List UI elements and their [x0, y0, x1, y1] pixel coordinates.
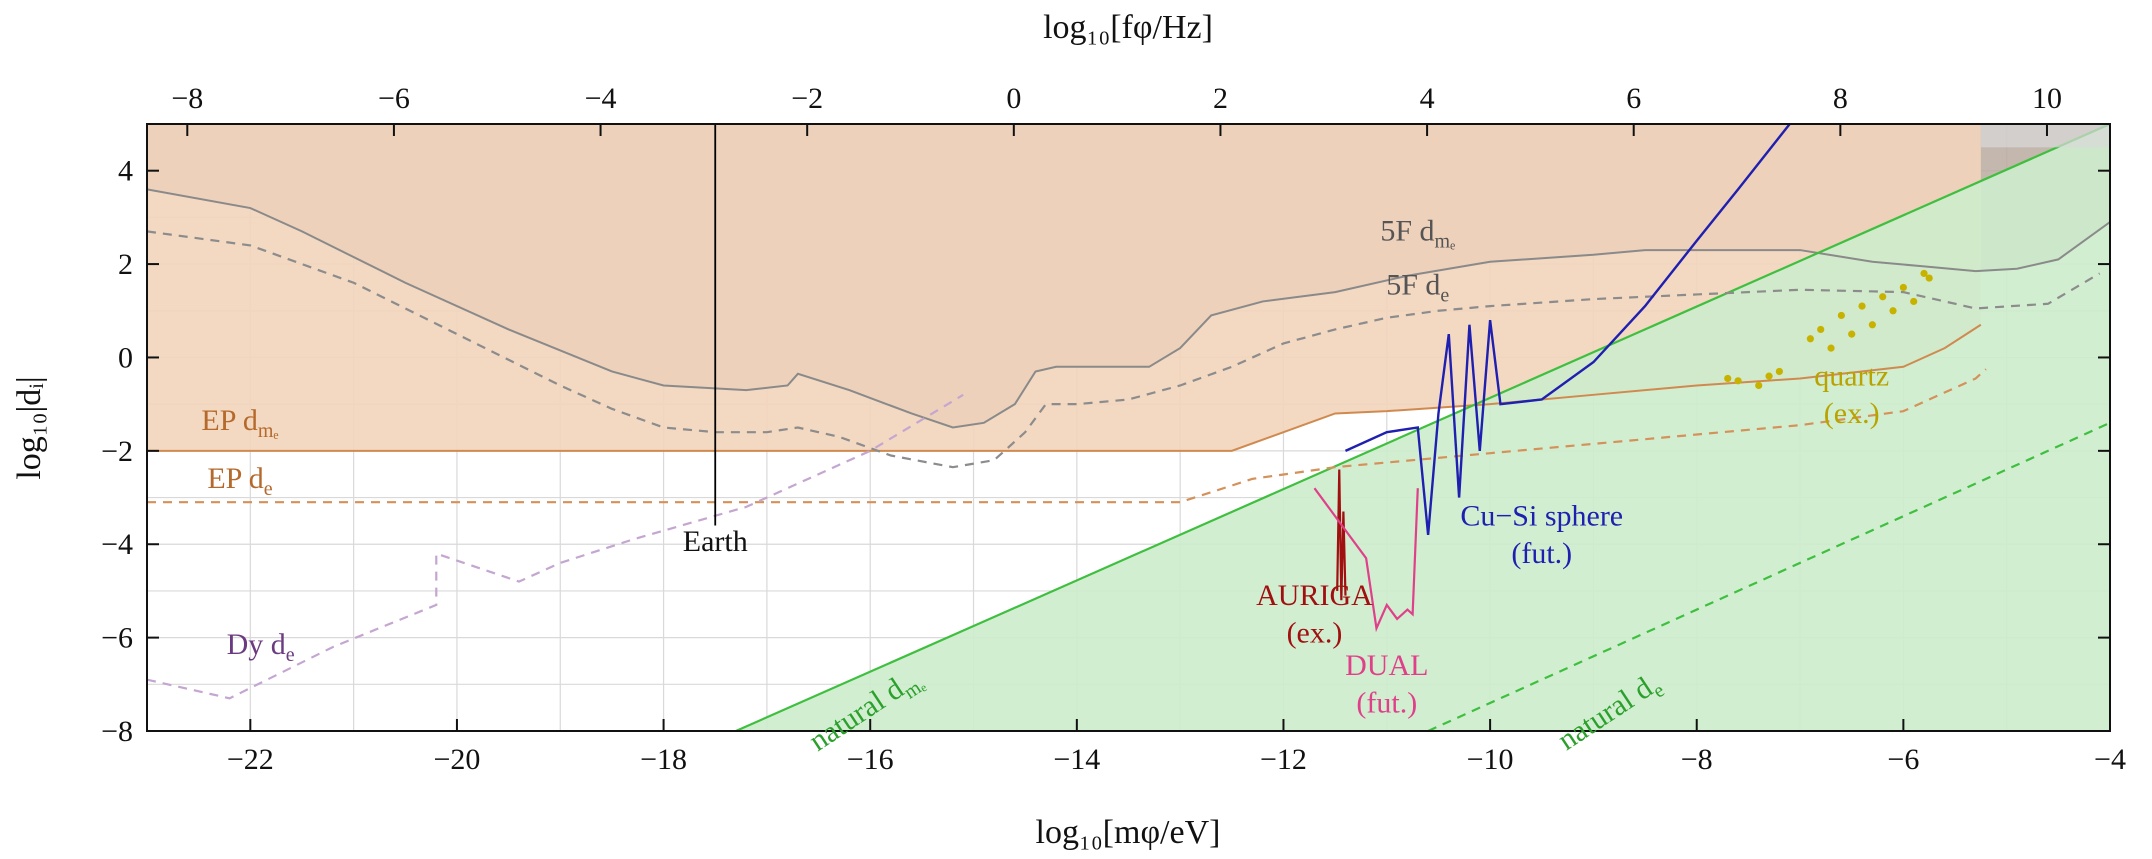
shaded-regions — [147, 124, 2110, 731]
quartz-point — [1838, 312, 1845, 319]
x-tick-label: −6 — [1887, 743, 1919, 776]
y-tick-label: 4 — [118, 155, 133, 188]
x-tick-label: −16 — [847, 743, 894, 776]
annotation-label: (ex.) — [1824, 397, 1880, 430]
quartz-point — [1900, 284, 1907, 291]
annotation-label: Cu−Si sphere — [1460, 500, 1623, 533]
x-tick-label: −10 — [1467, 743, 1514, 776]
top-tick-label: 6 — [1626, 82, 1641, 115]
top-tick-label: 10 — [2032, 82, 2062, 115]
annotation-label: DUAL — [1345, 649, 1428, 682]
quartz-point — [1765, 373, 1772, 380]
quartz-point — [1926, 274, 1933, 281]
y-tick-label: −8 — [101, 715, 133, 748]
annotation-label: EP de — [207, 462, 272, 500]
top-tick-label: 4 — [1420, 82, 1435, 115]
x-tick-label: −22 — [227, 743, 274, 776]
quartz-point — [1827, 345, 1834, 352]
x-tick-label: −4 — [2094, 743, 2126, 776]
excluded-corner — [1981, 124, 2110, 147]
top-tick-label: −2 — [791, 82, 823, 115]
quartz-point — [1734, 377, 1741, 384]
quartz-point — [1724, 375, 1731, 382]
top-tick-label: −8 — [171, 82, 203, 115]
quartz-point — [1755, 382, 1762, 389]
x-tick-label: −12 — [1260, 743, 1307, 776]
top-axis-title: log₁₀[fφ/Hz] — [1043, 9, 1213, 46]
top-tick-label: −6 — [378, 82, 410, 115]
quartz-point — [1910, 298, 1917, 305]
quartz-point — [1879, 293, 1886, 300]
quartz-point — [1807, 335, 1814, 342]
y-tick-label: −2 — [101, 435, 133, 468]
x-tick-label: −14 — [1053, 743, 1100, 776]
annotation-label: Dy de — [227, 628, 295, 666]
annotation-label: Earth — [683, 525, 748, 558]
annotation-label: quartz — [1814, 359, 1889, 392]
quartz-point — [1869, 321, 1876, 328]
top-tick-label: −4 — [585, 82, 617, 115]
top-tick-label: 0 — [1006, 82, 1021, 115]
y-tick-label: 2 — [118, 248, 133, 281]
quartz-point — [1776, 368, 1783, 375]
annotation-label: (ex.) — [1287, 616, 1343, 649]
quartz-point — [1848, 331, 1855, 338]
x-axis-title: log₁₀[mφ/eV] — [1036, 814, 1221, 851]
annotation-label: (fut.) — [1511, 537, 1572, 570]
x-tick-label: −20 — [433, 743, 480, 776]
annotation-label: 5F de — [1386, 268, 1449, 306]
top-tick-label: 8 — [1833, 82, 1848, 115]
quartz-point — [1889, 307, 1896, 314]
annotation-label: (fut.) — [1356, 686, 1417, 719]
y-tick-label: −6 — [101, 622, 133, 655]
quartz-point — [1817, 326, 1824, 333]
quartz-point — [1858, 303, 1865, 310]
annotation-label: AURIGA — [1256, 579, 1373, 612]
x-tick-label: −18 — [640, 743, 687, 776]
y-tick-label: −4 — [101, 528, 133, 561]
top-tick-label: 2 — [1213, 82, 1228, 115]
y-tick-label: 0 — [118, 341, 133, 374]
y-axis-title: log₁₀|dᵢ| — [11, 376, 48, 479]
x-tick-label: −8 — [1681, 743, 1713, 776]
